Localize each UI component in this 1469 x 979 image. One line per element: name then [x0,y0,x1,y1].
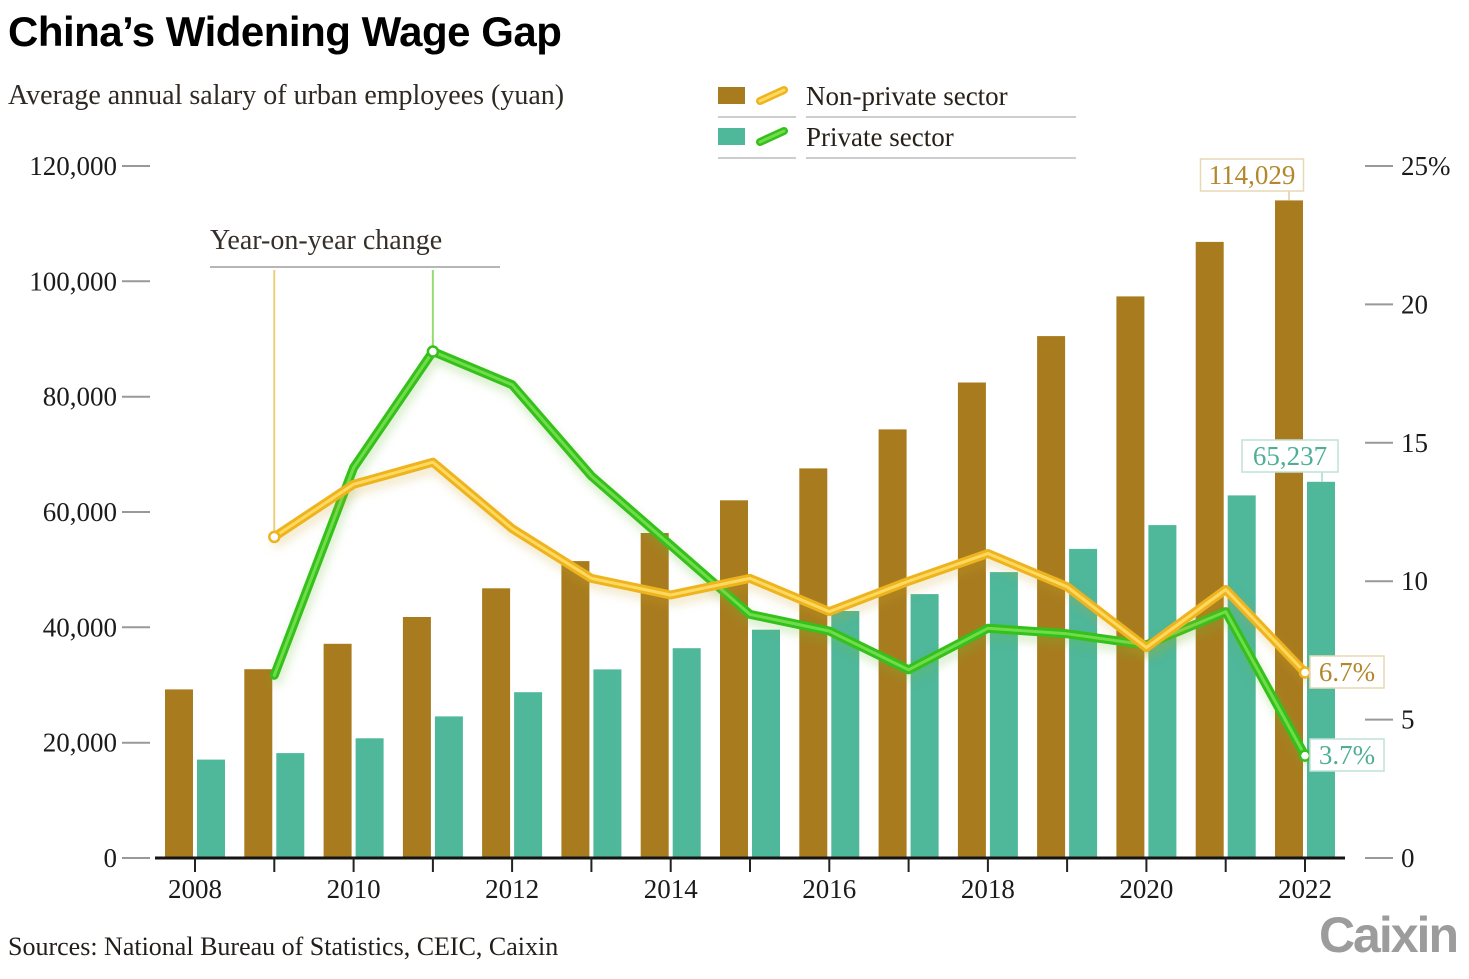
svg-text:6.7%: 6.7% [1319,657,1375,687]
bars [165,200,1335,859]
dot-nonprivate-2022 [1298,666,1312,679]
legend: Non-private sector Private sector [718,80,1076,162]
bar-private-2020 [1148,525,1177,858]
bar-nonprivate-2010 [323,643,352,858]
bar-private-2017 [910,594,939,858]
legend-item-private: Private sector [718,121,1076,159]
dot-private-2022 [1298,749,1312,762]
bar-nonprivate-2020 [1116,296,1145,858]
bar-nonprivate-2011 [402,617,431,858]
right-tick-5: 5 [1401,705,1415,735]
bar-private-2012 [514,692,543,858]
nonprivate-line-icon [756,86,788,105]
bar-private-2008 [197,759,225,858]
bar-nonprivate-2016 [799,468,828,858]
bar-private-2021 [1227,495,1256,858]
bar-private-2013 [593,669,622,858]
right-tick-0: 0 [1401,843,1415,873]
bar-nonprivate-2013 [561,561,590,858]
callout-private-2022-salary: 65,237 [1241,439,1339,473]
dot-private-2011 [426,345,440,358]
x-axis-label-2012: 2012 [485,874,539,904]
callout-nonprivate-2022-yoy: 6.7% [1309,655,1385,689]
right-axis: 0 5 10 15 20 25% [1365,151,1451,873]
right-tick-20: 20 [1401,289,1428,319]
bar-nonprivate-2009 [244,669,273,858]
page-subtitle: Average annual salary of urban employees… [8,80,565,111]
caixin-logo: Caixin [1318,907,1459,963]
x-axis-label-2008: 2008 [168,874,222,904]
legend-label-nonprivate: Non-private sector [806,80,1076,118]
bar-private-2015 [752,629,780,858]
legend-label-private: Private sector [806,121,1076,159]
bar-private-2016 [831,611,860,858]
x-axis-label-2022: 2022 [1278,874,1332,904]
left-tick-100000: 100,000 [29,266,117,296]
private-bar-swatch-icon [718,127,745,145]
right-tick-25: 25% [1401,151,1451,181]
svg-text:114,029: 114,029 [1209,160,1296,190]
sources-text: Sources: National Bureau of Statistics, … [8,932,559,961]
nonprivate-bar-swatch-icon [718,86,745,104]
bar-private-2018 [989,572,1018,858]
left-tick-120000: 120,000 [29,151,117,181]
x-axis-ticks-labels: 2008 2010 2012 2014 2016 2018 2020 2022 [168,858,1332,904]
svg-text:3.7%: 3.7% [1319,740,1375,770]
private-line-icon [756,127,788,146]
left-tick-40000: 40,000 [43,612,117,642]
x-axis-label-2016: 2016 [802,874,856,904]
callout-nonprivate-2022-salary: 114,029 [1199,158,1305,192]
bar-nonprivate-2021 [1195,241,1224,858]
x-axis-label-2020: 2020 [1119,874,1173,904]
left-tick-60000: 60,000 [43,497,117,527]
bar-nonprivate-2014 [640,533,669,858]
x-axis-label-2014: 2014 [644,874,699,904]
x-axis-label-2018: 2018 [961,874,1015,904]
bar-nonprivate-2019 [1037,336,1066,859]
bar-nonprivate-2022 [1275,200,1303,858]
dot-nonprivate-2009 [268,530,281,544]
legend-item-nonprivate: Non-private sector [718,80,1076,118]
yoy-annotation-label: Year-on-year change [210,225,500,268]
callout-private-2022-yoy: 3.7% [1309,738,1385,772]
line-nonprivate-yoy [269,457,1310,677]
left-tick-20000: 20,000 [43,728,117,758]
bar-nonprivate-2012 [482,588,511,858]
bar-nonprivate-2017 [878,429,907,858]
x-axis-label-2010: 2010 [327,874,381,904]
right-tick-10: 10 [1401,566,1428,596]
bar-private-2011 [434,716,463,858]
bar-private-2009 [276,753,305,858]
page-title: China’s Widening Wage Gap [8,8,562,55]
bar-nonprivate-2018 [957,382,986,858]
bar-private-2010 [355,738,384,858]
right-tick-15: 15 [1401,428,1428,458]
svg-text:65,237: 65,237 [1253,441,1327,471]
left-tick-0: 0 [104,843,118,873]
bar-private-2014 [672,648,701,858]
bar-nonprivate-2008 [165,689,193,858]
bar-nonprivate-2015 [720,500,748,858]
left-tick-80000: 80,000 [43,382,117,412]
left-axis: 0 20,000 40,000 60,000 80,000 100,000 120,000 [29,151,150,873]
